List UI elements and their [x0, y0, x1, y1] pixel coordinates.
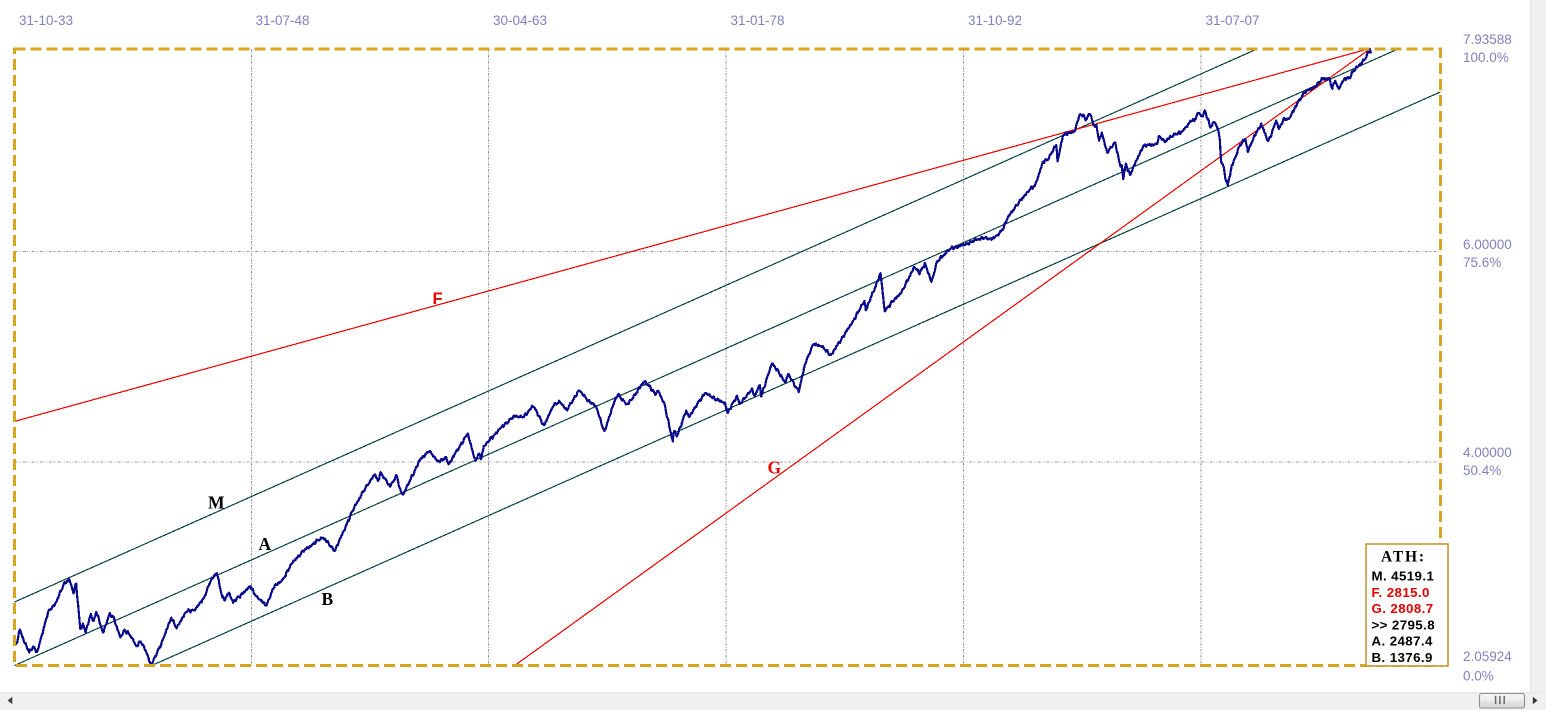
svg-text:G: G [768, 458, 782, 478]
svg-text:ATH:: ATH: [1381, 549, 1426, 566]
svg-text:4.00000: 4.00000 [1463, 445, 1512, 460]
svg-text:6.00000: 6.00000 [1463, 237, 1512, 252]
svg-text:100.0%: 100.0% [1463, 50, 1509, 65]
svg-text:7.93588: 7.93588 [1463, 32, 1512, 47]
svg-text:F: F [433, 290, 443, 308]
svg-text:>> 2795.8: >> 2795.8 [1372, 617, 1436, 632]
svg-text:B: B [322, 589, 334, 609]
svg-text:0.0%: 0.0% [1463, 669, 1494, 684]
svg-text:31-07-07: 31-07-07 [1206, 13, 1260, 28]
svg-text:31-10-33: 31-10-33 [19, 13, 73, 28]
svg-text:31-07-48: 31-07-48 [256, 13, 310, 28]
svg-text:M. 4519.1: M. 4519.1 [1372, 569, 1435, 584]
svg-text:G. 2808.7: G. 2808.7 [1372, 601, 1434, 616]
svg-text:2.05924: 2.05924 [1463, 649, 1512, 664]
svg-text:30-04-63: 30-04-63 [493, 13, 547, 28]
svg-text:B. 1376.9: B. 1376.9 [1372, 650, 1433, 665]
svg-text:31-01-78: 31-01-78 [731, 13, 785, 28]
svg-text:50.4%: 50.4% [1463, 463, 1501, 478]
svg-text:F. 2815.0: F. 2815.0 [1372, 585, 1430, 600]
svg-text:75.6%: 75.6% [1463, 255, 1501, 270]
svg-text:A: A [259, 534, 272, 554]
svg-text:31-10-92: 31-10-92 [968, 13, 1022, 28]
svg-text:M: M [208, 493, 225, 513]
svg-text:A. 2487.4: A. 2487.4 [1372, 634, 1433, 649]
